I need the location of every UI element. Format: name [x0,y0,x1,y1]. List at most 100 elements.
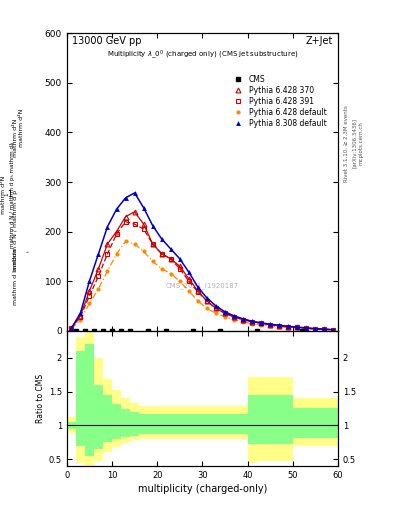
Pythia 6.428 370 [69,325,74,331]
Pythia 6.428 391 [196,289,200,295]
Pythia 6.428 370 [196,288,200,294]
Pythia 8.308 default [322,326,327,332]
Pythia 8.308 default [286,323,291,329]
Pythia 6.428 default [169,271,173,277]
Pythia 6.428 391 [205,298,209,304]
Pythia 8.308 default [259,319,264,326]
CMS [119,328,123,334]
Pythia 8.308 default [132,190,137,196]
Pythia 6.428 default [259,322,264,328]
Pythia 6.428 default [150,258,155,264]
Pythia 8.308 default [150,223,155,229]
Pythia 6.428 default [205,305,209,311]
Pythia 6.428 391 [160,251,164,257]
Pythia 6.428 391 [114,231,119,237]
Pythia 6.428 370 [214,305,219,311]
Pythia 6.428 370 [322,326,327,332]
Pythia 6.428 default [132,241,137,247]
Pythia 8.308 default [87,278,92,284]
Pythia 6.428 391 [141,226,146,232]
Text: mathrm d lambda: mathrm d lambda [13,248,18,305]
Pythia 8.308 default [205,295,209,301]
Pythia 6.428 391 [250,319,255,325]
Text: 1
mathrm d N / mathrm d pₕ mathrm dλ: 1 mathrm d N / mathrm d pₕ mathrm dλ [4,141,15,248]
Text: mathrm d N / mathrm d p: mathrm d N / mathrm d p [13,190,18,271]
CMS [299,328,304,334]
Pythia 6.428 370 [150,241,155,247]
Pythia 6.428 391 [241,317,245,323]
Pythia 6.428 370 [313,326,318,332]
Pythia 6.428 370 [141,221,146,227]
Pythia 8.308 default [295,324,299,330]
Pythia 6.428 391 [295,324,299,330]
Pythia 8.308 default [196,284,200,290]
Text: Z+Jet: Z+Jet [305,36,332,46]
Pythia 6.428 391 [69,325,74,331]
Pythia 6.428 370 [96,266,101,272]
Pythia 6.428 391 [286,324,291,330]
Pythia 6.428 391 [232,314,237,320]
CMS [254,328,259,334]
Pythia 6.428 370 [178,263,182,269]
Pythia 6.428 default [232,317,237,323]
Text: 1: 1 [7,190,12,199]
CMS [164,328,169,334]
Pythia 6.428 370 [295,324,299,330]
Pythia 6.428 391 [132,221,137,227]
CMS [146,328,151,334]
Pythia 6.428 370 [123,214,128,220]
Pythia 6.428 391 [331,327,336,333]
Pythia 6.428 default [178,278,182,284]
Pythia 8.308 default [331,327,336,333]
Line: Pythia 8.308 default: Pythia 8.308 default [69,190,336,332]
Pythia 8.308 default [277,322,281,328]
Text: mcplots.cern.ch: mcplots.cern.ch [358,121,364,165]
Pythia 6.428 default [222,314,227,320]
Pythia 6.428 default [96,286,101,292]
Pythia 6.428 default [250,321,255,327]
Pythia 6.428 default [295,325,299,331]
Pythia 6.428 391 [304,325,309,331]
Pythia 8.308 default [304,325,309,331]
Pythia 6.428 391 [178,266,182,272]
Pythia 6.428 391 [150,241,155,247]
Text: Rivet 3.1.10, ≥ 2.3M events: Rivet 3.1.10, ≥ 2.3M events [344,105,349,182]
Pythia 6.428 391 [78,314,83,320]
Pythia 6.428 370 [277,323,281,329]
Text: 13000 GeV pp: 13000 GeV pp [72,36,142,46]
Pythia 6.428 default [286,325,291,331]
Pythia 6.428 391 [259,320,264,326]
Line: Pythia 6.428 370: Pythia 6.428 370 [69,209,336,332]
Line: CMS: CMS [73,328,304,333]
Pythia 8.308 default [78,310,83,316]
Pythia 6.428 default [123,239,128,245]
Pythia 6.428 370 [286,324,291,330]
Pythia 6.428 default [277,324,281,330]
Pythia 6.428 default [214,310,219,316]
Pythia 6.428 391 [187,278,191,284]
Pythia 8.308 default [241,316,245,322]
Pythia 8.308 default [268,321,273,327]
Pythia 8.308 default [178,256,182,262]
Text: mathrm d²N: mathrm d²N [13,119,18,157]
Pythia 6.428 370 [259,320,264,326]
Pythia 6.428 391 [123,219,128,225]
Pythia 6.428 370 [132,209,137,215]
CMS [218,328,223,334]
Pythia 6.428 370 [114,228,119,234]
Pythia 6.428 370 [78,313,83,319]
Pythia 8.308 default [187,269,191,275]
Pythia 8.308 default [214,303,219,309]
Pythia 6.428 391 [277,323,281,329]
Pythia 6.428 370 [87,288,92,294]
Text: CMS_2021_I1920187: CMS_2021_I1920187 [166,283,239,289]
Pythia 6.428 370 [232,314,237,320]
Pythia 6.428 370 [222,310,227,316]
Pythia 8.308 default [123,195,128,201]
Pythia 6.428 default [196,298,200,304]
Pythia 6.428 default [268,323,273,329]
Pythia 6.428 370 [241,317,245,323]
Pythia 6.428 default [141,248,146,254]
Text: [arXiv:1306.3436]: [arXiv:1306.3436] [352,118,357,168]
Pythia 8.308 default [250,318,255,325]
